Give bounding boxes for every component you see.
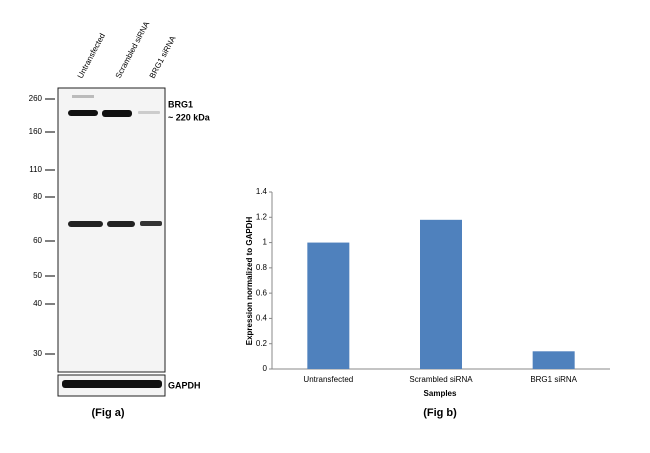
lane-label: Scrambled siRNA [114,19,152,80]
y-tick-label: 0.6 [256,288,268,297]
band [68,221,103,227]
y-axis-label: Expression normalized to GAPDH [245,217,254,346]
marker-label: 110 [29,165,42,174]
band [72,95,94,98]
x-tick-label: BRG1 siRNA [530,375,577,384]
y-tick-label: 1.2 [256,212,268,221]
lane-label: Untransfected [76,32,107,80]
band [140,221,162,226]
y-tick-label: 0.2 [256,339,268,348]
y-tick-label: 0 [263,364,268,373]
marker-label: 80 [33,192,42,201]
y-tick-label: 1.4 [256,187,268,196]
marker-label: 30 [33,349,42,358]
y-tick-label: 0.4 [256,314,268,323]
band [102,110,132,117]
x-tick-label: Scrambled siRNA [409,375,473,384]
blot-membrane [57,87,166,373]
bar [420,219,462,369]
lane-label: BRG1 siRNA [148,34,178,80]
bar [307,242,350,369]
band [62,380,162,388]
x-tick-label: Untransfected [303,375,353,384]
y-tick-label: 1 [263,238,268,247]
x-axis-label: Samples [424,389,457,398]
band [107,221,135,227]
bar [532,351,575,369]
marker-label: 160 [29,127,43,136]
y-tick-label: 0.8 [256,263,268,272]
marker-label: 50 [33,271,42,280]
marker-label: 260 [29,94,43,103]
marker-label: 60 [33,236,42,245]
caption: (Fig a) [92,407,125,419]
caption: (Fig b) [423,407,457,419]
band-label: BRG1 [168,99,193,109]
marker-label: 40 [33,299,42,308]
band-size: ~ 220 kDa [168,112,211,122]
loading-label: GAPDH [168,380,201,390]
band [68,110,98,116]
band [138,111,160,114]
